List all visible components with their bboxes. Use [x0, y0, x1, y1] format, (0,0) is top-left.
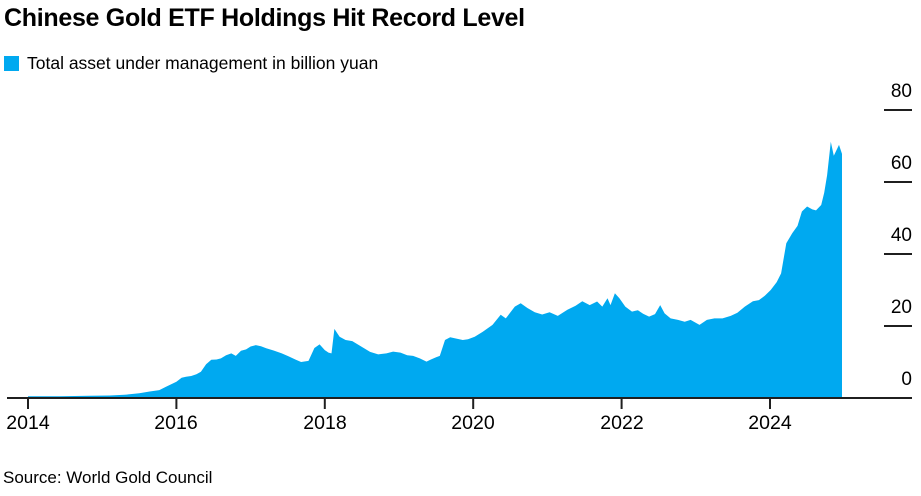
y-axis-tick-label: 40: [890, 225, 912, 246]
x-axis-tick-label: 2020: [451, 412, 495, 434]
y-axis-tick-label: 60: [890, 153, 912, 174]
x-axis-tick-label: 2016: [154, 412, 198, 434]
legend: Total asset under management in billion …: [4, 53, 378, 74]
source-note: Source: World Gold Council: [3, 468, 213, 487]
y-axis-tick-label: 0: [901, 369, 912, 390]
area-series: [28, 141, 842, 398]
chart-title: Chinese Gold ETF Holdings Hit Record Lev…: [4, 4, 525, 32]
x-axis-tick-label: 2022: [600, 412, 644, 434]
legend-swatch-icon: [4, 56, 19, 71]
x-axis-tick-label: 2024: [748, 412, 792, 434]
y-axis-tick-label: 20: [890, 297, 912, 318]
y-axis-tick-label: 80: [890, 81, 912, 102]
x-axis-tick-label: 2014: [6, 412, 50, 434]
legend-label: Total asset under management in billion …: [27, 53, 379, 73]
x-axis-tick-label: 2018: [303, 412, 347, 434]
